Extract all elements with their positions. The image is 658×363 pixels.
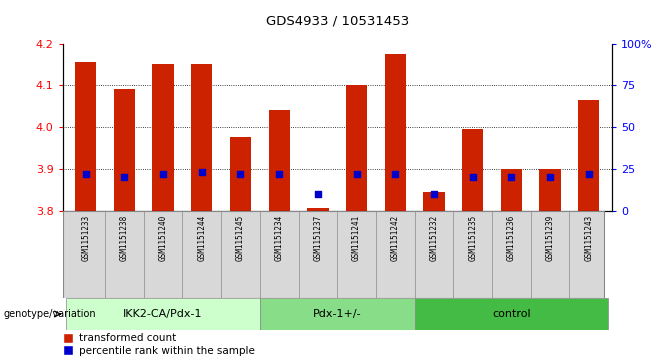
- Bar: [260, 298, 415, 330]
- Text: IKK2-CA/Pdx-1: IKK2-CA/Pdx-1: [123, 309, 203, 319]
- Text: GSM1151234: GSM1151234: [274, 215, 284, 261]
- Point: [390, 171, 401, 177]
- Bar: [462, 129, 483, 211]
- Text: GSM1151237: GSM1151237: [313, 215, 322, 261]
- Text: GSM1151235: GSM1151235: [468, 215, 477, 261]
- Point: [235, 171, 245, 177]
- Bar: [540, 169, 561, 211]
- Bar: [578, 100, 599, 211]
- Text: GSM1151233: GSM1151233: [81, 215, 90, 261]
- Point: [158, 171, 168, 177]
- Bar: [423, 192, 445, 211]
- Legend: transformed count, percentile rank within the sample: transformed count, percentile rank withi…: [64, 333, 255, 356]
- Bar: [501, 169, 522, 211]
- Text: GSM1151241: GSM1151241: [352, 215, 361, 261]
- Point: [584, 171, 594, 177]
- Bar: [307, 208, 328, 211]
- Text: genotype/variation: genotype/variation: [3, 309, 96, 319]
- Point: [80, 171, 91, 177]
- Text: GDS4933 / 10531453: GDS4933 / 10531453: [266, 15, 409, 28]
- Point: [467, 174, 478, 180]
- Bar: [66, 298, 260, 330]
- Bar: [385, 54, 406, 211]
- Point: [506, 174, 517, 180]
- Bar: [415, 298, 608, 330]
- Point: [313, 191, 323, 197]
- Text: GSM1151238: GSM1151238: [120, 215, 129, 261]
- Bar: [268, 110, 290, 211]
- Point: [545, 174, 555, 180]
- Text: GSM1151243: GSM1151243: [584, 215, 594, 261]
- Point: [351, 171, 362, 177]
- Text: GSM1151239: GSM1151239: [545, 215, 555, 261]
- Bar: [230, 138, 251, 211]
- Point: [429, 191, 440, 197]
- Point: [197, 169, 207, 175]
- Text: GSM1151232: GSM1151232: [430, 215, 438, 261]
- Bar: [114, 90, 135, 211]
- Text: control: control: [492, 309, 530, 319]
- Text: Pdx-1+/-: Pdx-1+/-: [313, 309, 361, 319]
- Text: GSM1151240: GSM1151240: [159, 215, 168, 261]
- Bar: [346, 85, 367, 211]
- Point: [119, 174, 130, 180]
- Bar: [191, 64, 213, 211]
- Bar: [153, 64, 174, 211]
- Text: GSM1151245: GSM1151245: [236, 215, 245, 261]
- Text: GSM1151244: GSM1151244: [197, 215, 207, 261]
- Text: GSM1151242: GSM1151242: [391, 215, 400, 261]
- Text: GSM1151236: GSM1151236: [507, 215, 516, 261]
- Point: [274, 171, 284, 177]
- Bar: [75, 62, 96, 211]
